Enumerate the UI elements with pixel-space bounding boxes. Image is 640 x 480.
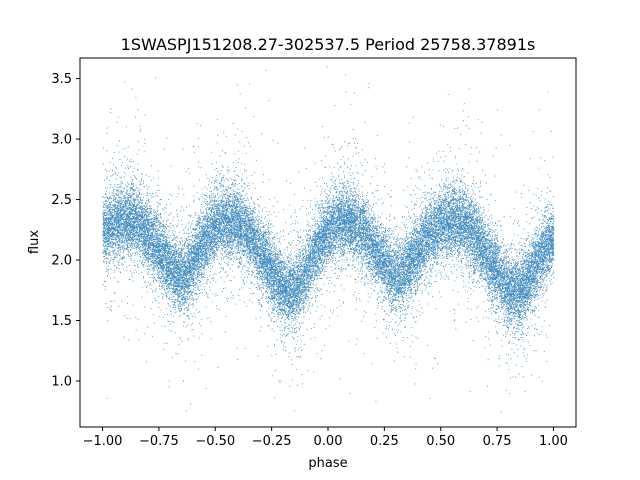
x-axis-label: phase — [308, 456, 347, 471]
y-tick-label: 2.0 — [51, 254, 72, 269]
y-axis: 1.0 1.5 2.0 2.5 3.0 3.5 — [51, 72, 80, 390]
x-tick-label: −0.50 — [195, 434, 235, 449]
y-axis-label: flux — [27, 230, 42, 254]
x-tick-label: 0.75 — [483, 434, 512, 449]
y-tick-label: 1.5 — [51, 314, 72, 329]
y-tick-label: 3.0 — [51, 133, 72, 148]
x-tick-label: −0.75 — [139, 434, 179, 449]
y-tick-label: 1.0 — [51, 375, 72, 390]
scatter-points — [102, 66, 555, 413]
y-tick-label: 3.5 — [51, 72, 72, 87]
chart-title: 1SWASPJ151208.27-302537.5 Period 25758.3… — [121, 35, 536, 54]
x-tick-label: −0.25 — [252, 434, 292, 449]
x-tick-label: 1.00 — [539, 434, 568, 449]
x-tick-label: 0.50 — [426, 434, 455, 449]
x-tick-label: −1.00 — [83, 434, 123, 449]
x-tick-label: 0.25 — [370, 434, 399, 449]
x-axis: −1.00 −0.75 −0.50 −0.25 0.00 0.25 0.50 0.75 1.00 — [83, 427, 568, 449]
x-tick-label: 0.00 — [314, 434, 343, 449]
scatter-point-cloud — [102, 66, 555, 413]
y-tick-label: 2.5 — [51, 193, 72, 208]
